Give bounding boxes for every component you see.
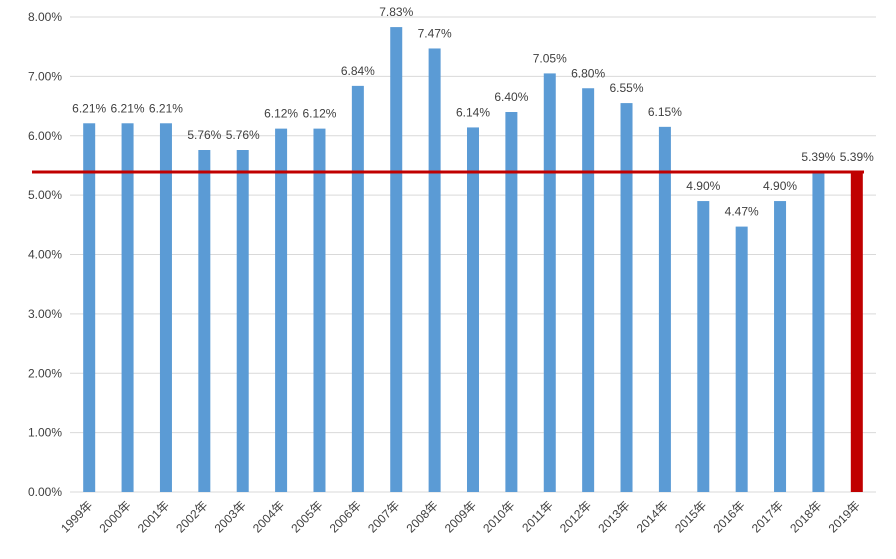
y-tick-label: 1.00%: [28, 426, 62, 440]
x-tick-label: 2000年: [96, 498, 133, 535]
y-tick-label: 3.00%: [28, 307, 62, 321]
bar: [505, 112, 518, 492]
bar: [313, 128, 326, 492]
bar: [390, 27, 403, 492]
bar: [275, 128, 288, 492]
bar: [620, 103, 633, 492]
x-tick-label: 2003年: [212, 498, 249, 535]
data-label: 6.40%: [494, 90, 528, 104]
data-label: 6.21%: [149, 101, 183, 115]
x-tick-label: 2007年: [365, 498, 402, 535]
x-tick-label: 2009年: [442, 498, 479, 535]
bar: [159, 123, 172, 492]
x-tick-label: 2008年: [403, 498, 440, 535]
bar: [774, 201, 787, 492]
data-label: 6.21%: [111, 101, 145, 115]
y-tick-label: 0.00%: [28, 485, 62, 499]
x-tick-label: 2016年: [711, 498, 748, 535]
data-label: 4.90%: [763, 179, 797, 193]
data-label: 6.14%: [456, 105, 490, 119]
bar: [735, 226, 748, 492]
x-tick-label: 2012年: [557, 498, 594, 535]
bar: [198, 150, 211, 492]
x-tick-label: 2014年: [634, 498, 671, 535]
x-tick-label: 1999年: [58, 498, 95, 535]
data-label: 6.12%: [264, 107, 298, 121]
data-label: 5.39%: [801, 150, 835, 164]
bar: [428, 48, 441, 492]
bar: [543, 73, 556, 492]
bar: [351, 85, 364, 492]
bar: [697, 201, 710, 492]
x-tick-label: 2010年: [480, 498, 517, 535]
data-label: 6.80%: [571, 66, 605, 80]
data-label: 6.21%: [72, 101, 106, 115]
x-tick-label: 2002年: [173, 498, 210, 535]
x-tick-label: 2018年: [787, 498, 824, 535]
data-label: 4.90%: [686, 179, 720, 193]
data-label: 6.12%: [302, 107, 336, 121]
data-label: 6.15%: [648, 105, 682, 119]
y-tick-label: 2.00%: [28, 366, 62, 380]
x-tick-label: 2005年: [288, 498, 325, 535]
x-tick-label: 2013年: [595, 498, 632, 535]
bar: [83, 123, 96, 492]
bar: [812, 171, 825, 492]
data-label: 7.47%: [418, 26, 452, 40]
y-axis-ticks: 0.00% 1.00% 2.00% 3.00% 4.00% 5.00% 6.00% 7.00%…: [28, 10, 62, 499]
x-tick-label: 2011年: [519, 498, 556, 535]
data-label: 6.55%: [610, 81, 644, 95]
x-axis-ticks: 1999年 2000年 2001年 2002年 2003年 2004年 2005年 2006年…: [58, 498, 863, 535]
x-tick-label: 2017年: [749, 498, 786, 535]
data-label: 4.47%: [725, 205, 759, 219]
x-tick-label: 2001年: [135, 498, 172, 535]
bar: [467, 127, 479, 492]
y-tick-label: 5.00%: [28, 188, 62, 202]
x-tick-label: 2015年: [672, 498, 709, 535]
x-tick-label: 2006年: [327, 498, 364, 535]
x-tick-label: 2019年: [826, 498, 863, 535]
data-label: 7.05%: [533, 51, 567, 65]
y-tick-label: 4.00%: [28, 248, 62, 262]
data-label: 5.76%: [226, 128, 260, 142]
y-tick-label: 8.00%: [28, 10, 62, 24]
bar: [121, 123, 134, 492]
y-tick-label: 7.00%: [28, 69, 62, 83]
data-label: 5.76%: [187, 128, 221, 142]
data-label: 6.84%: [341, 64, 375, 78]
bar: [582, 88, 595, 492]
x-tick-label: 2004年: [250, 498, 287, 535]
y-tick-label: 6.00%: [28, 129, 62, 143]
bars: [83, 27, 863, 492]
bar-highlight: [850, 171, 863, 492]
data-label: 5.39%: [840, 150, 874, 164]
bar: [236, 150, 249, 492]
bar: [658, 126, 671, 492]
data-label: 7.83%: [379, 5, 413, 19]
data-labels: 6.21% 6.21% 6.21% 5.76% 5.76% 6.12% 6.12% 6.84%…: [72, 5, 874, 219]
